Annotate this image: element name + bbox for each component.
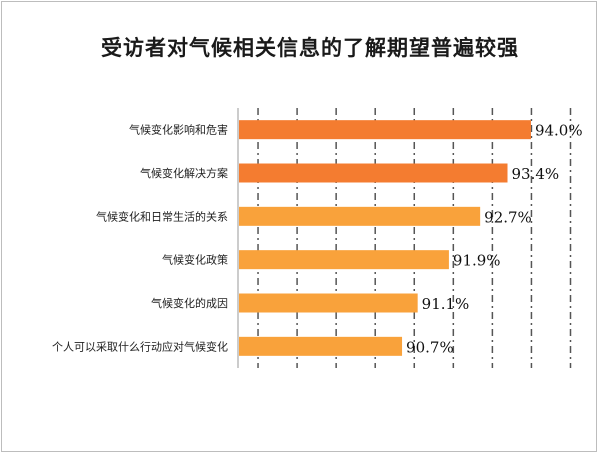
category-label: 气候变化和日常生活的关系: [96, 209, 228, 223]
bar: [239, 163, 508, 183]
category-label: 气候变化解决方案: [140, 166, 228, 180]
value-labels: 94.0% 93.4% 92.7% 91.9% 91.1% 90.7%: [406, 122, 583, 357]
value-label: 94.0%: [535, 122, 583, 140]
bar: [239, 250, 449, 270]
value-label: 90.7%: [406, 338, 454, 356]
chart-title: 受访者对气候相关信息的了解期望普遍较强: [101, 36, 519, 60]
value-label: 91.9%: [453, 252, 501, 270]
bar: [239, 120, 531, 140]
category-label: 气候变化的成因: [151, 296, 228, 310]
category-label: 气候变化影响和危害: [129, 123, 228, 137]
value-label: 93.4%: [512, 165, 560, 183]
bar: [239, 336, 403, 356]
value-label: 92.7%: [484, 208, 532, 226]
bars: [239, 120, 531, 356]
value-label: 91.1%: [422, 295, 470, 313]
gridlines: [257, 108, 572, 368]
category-labels: 气候变化影响和危害气候变化解决方案气候变化和日常生活的关系气候变化政策气候变化的…: [52, 123, 228, 354]
category-label: 气候变化政策: [162, 253, 228, 267]
bar: [239, 293, 418, 313]
bar: [239, 206, 481, 226]
category-label: 个人可以采取什么行动应对气候变化: [52, 339, 228, 353]
